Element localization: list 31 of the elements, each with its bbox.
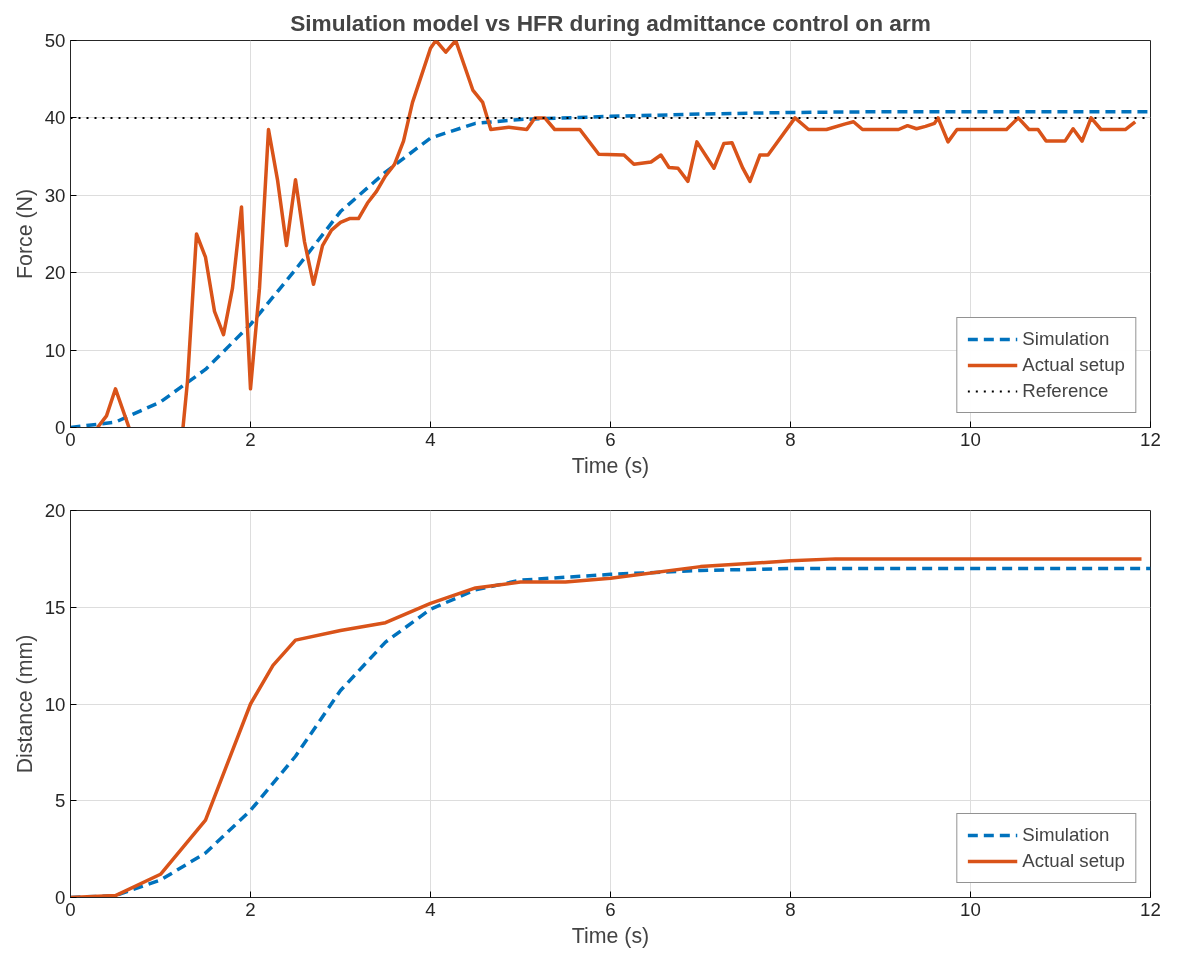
y-tick-label: 10 xyxy=(44,339,66,361)
legend-label: Actual setup xyxy=(1022,850,1125,872)
x-tick-label: 2 xyxy=(245,898,256,920)
x-tick-label: 12 xyxy=(1140,898,1161,920)
legend-label: Reference xyxy=(1022,380,1109,402)
x-axis-title: Time (s) xyxy=(571,923,650,948)
x-tick-label: 8 xyxy=(785,898,796,920)
y-tick-label: 30 xyxy=(44,184,66,206)
x-axis-title: Time (s) xyxy=(571,453,650,478)
y-tick-label: 10 xyxy=(44,693,66,715)
y-tick-label: 15 xyxy=(44,596,66,618)
y-tick-label: 20 xyxy=(44,262,66,284)
x-tick-label: 12 xyxy=(1140,428,1161,450)
x-tick-label: 6 xyxy=(605,898,616,920)
x-tick-label: 8 xyxy=(785,428,796,450)
x-tick-label: 4 xyxy=(425,898,436,920)
legend-label: Simulation xyxy=(1022,824,1110,846)
y-tick-label: 40 xyxy=(44,107,66,129)
y-axis-title: Force (N) xyxy=(12,188,37,280)
y-tick-label: 50 xyxy=(44,30,66,51)
legend-label: Actual setup xyxy=(1022,354,1125,376)
y-axis-title: Distance (mm) xyxy=(12,634,37,774)
x-tick-label: 6 xyxy=(605,428,616,450)
legend-label: Simulation xyxy=(1022,328,1110,350)
chart-title: Simulation model vs HFR during admittance control on arm xyxy=(290,9,931,36)
y-tick-label: 20 xyxy=(44,500,66,521)
x-tick-label: 4 xyxy=(425,428,436,450)
x-tick-label: 10 xyxy=(960,898,981,920)
x-tick-label: 2 xyxy=(245,428,256,450)
y-tick-label: 5 xyxy=(55,790,66,812)
x-tick-label: 10 xyxy=(960,428,981,450)
